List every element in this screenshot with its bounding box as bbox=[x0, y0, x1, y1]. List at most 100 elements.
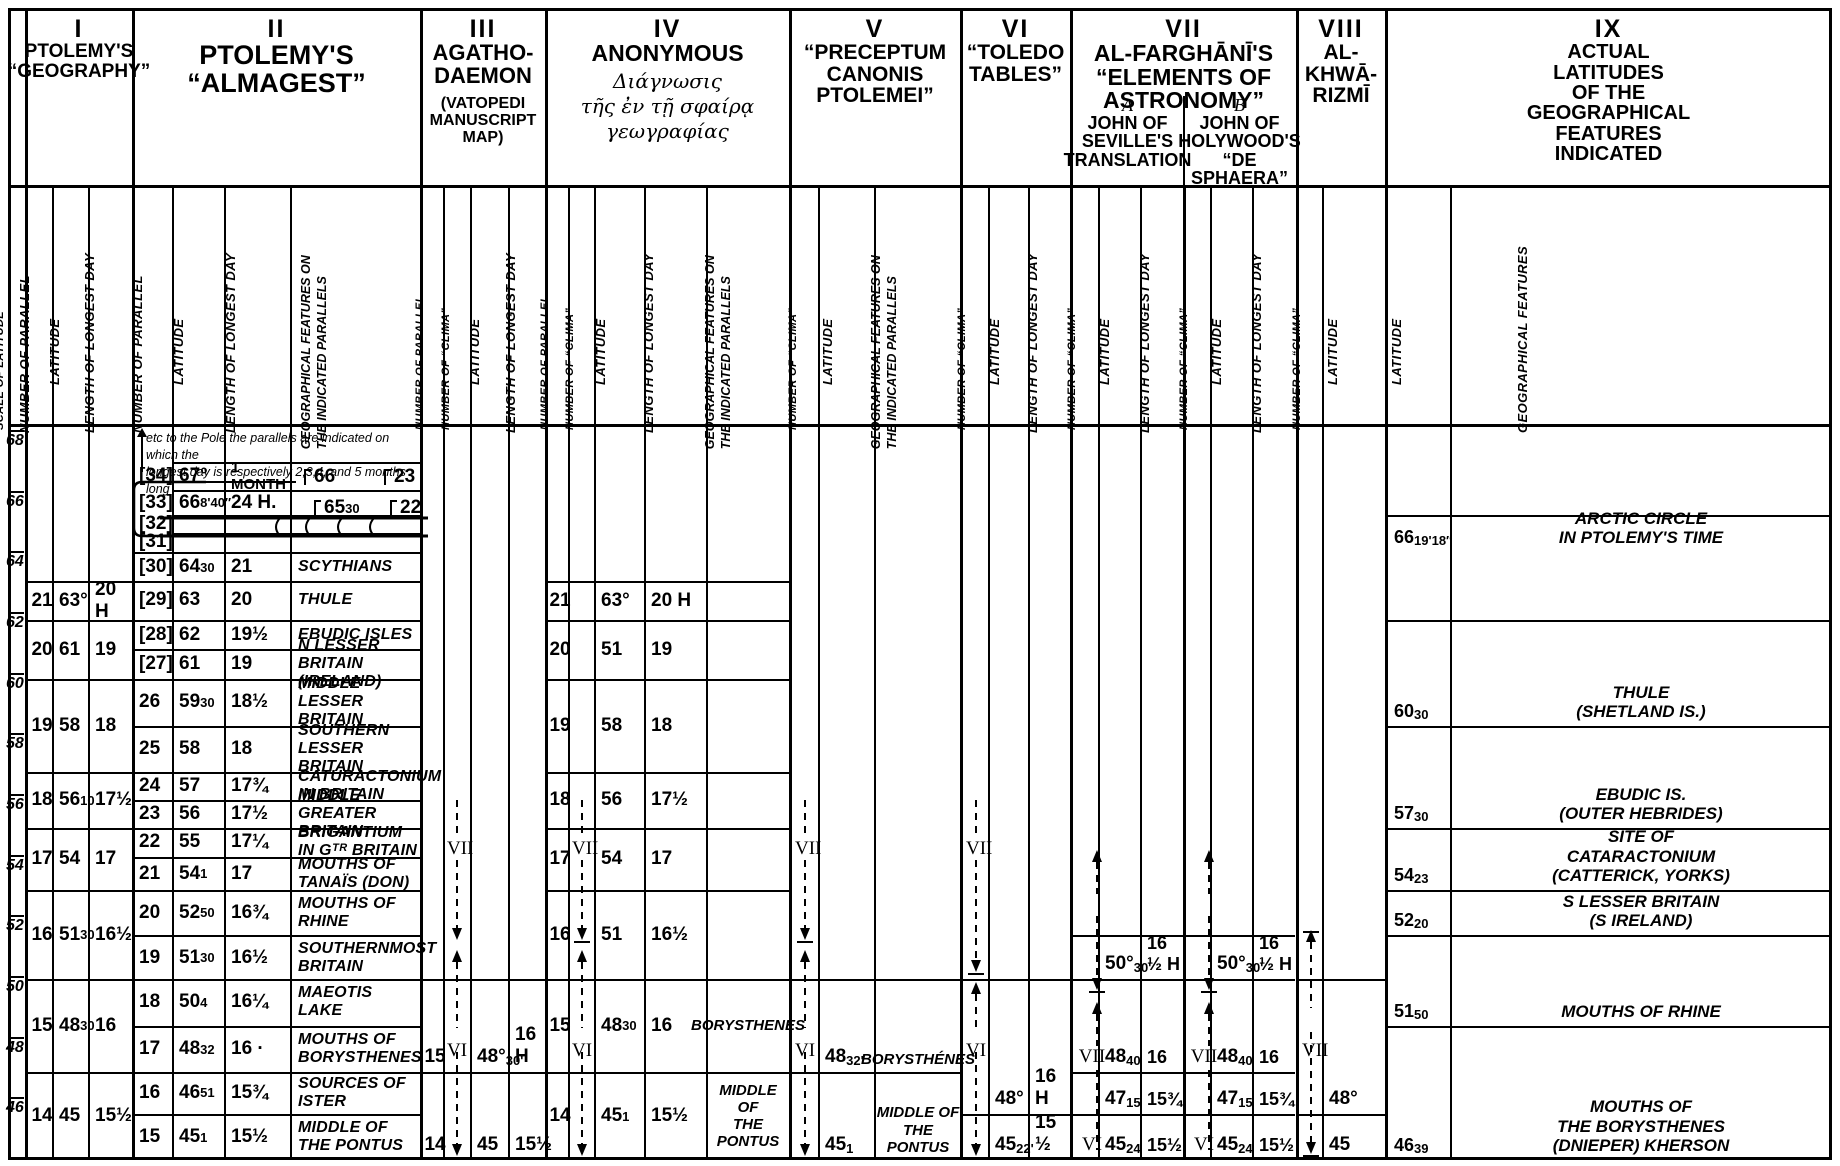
col2-latitude: 64 30 bbox=[179, 556, 215, 577]
col2-latitude: 63 bbox=[179, 589, 201, 610]
col1-latitude: 51 30 bbox=[59, 923, 95, 945]
col9-latitude: 46 39 bbox=[1394, 1135, 1429, 1156]
col7b-row-rule bbox=[1184, 979, 1295, 981]
subheader-c7a-latitude: LATITUDE bbox=[1097, 318, 1112, 385]
scale-label-68: 68 bbox=[6, 432, 24, 449]
sub-letter-B: B bbox=[1234, 95, 1245, 115]
col9-geographical-feature: MOUTHS OF RHINE bbox=[1561, 1002, 1721, 1022]
col5-geographical-feature: MIDDLE OF THE PONTUS bbox=[876, 1104, 960, 1156]
scale-label-66: 66 bbox=[6, 493, 24, 510]
col4-geographical-feature: MIDDLE OF THE PONTUS bbox=[716, 1081, 780, 1151]
col2-length-of-longest-day: 17¾ bbox=[231, 775, 268, 796]
col4-latitude: 48 30 bbox=[601, 1014, 637, 1036]
col2-latitude: 55 bbox=[179, 831, 201, 852]
col4-number-of-parallel: 19 bbox=[549, 714, 571, 736]
col4-row-rule bbox=[547, 828, 789, 830]
col5-clima-VII: VII bbox=[795, 838, 822, 859]
col7b-latitude: 47 15 bbox=[1217, 1088, 1253, 1110]
col2-number-of-parallel: 16 bbox=[139, 1081, 161, 1103]
rule-c7b-b bbox=[1252, 185, 1254, 1160]
col1-number-of-parallel: 21 bbox=[31, 589, 53, 611]
col2-latitude: 66 8'40″ bbox=[179, 491, 232, 513]
group-header-VI: VI “TOLEDO TABLES” bbox=[962, 10, 1069, 184]
subheader-c4-number-of-clima: NUMBER OF “CLIMA” bbox=[564, 307, 576, 430]
col1-number-of-parallel: 14 bbox=[31, 1105, 53, 1126]
col8-clima-arrow-icon bbox=[1303, 930, 1319, 1157]
col7a-latitude: 48 40 bbox=[1105, 1046, 1141, 1068]
rule-c6-b bbox=[1028, 185, 1030, 1160]
col1-number-of-parallel: 15 bbox=[31, 1014, 53, 1036]
divider-col7-col8 bbox=[1296, 8, 1299, 1160]
rule-c7b-a bbox=[1210, 185, 1212, 1160]
subheader-c1-length-of-longest-day: LENGTH OF LONGEST DAY bbox=[82, 252, 97, 433]
col9-row-rule bbox=[1387, 1026, 1830, 1028]
col1-row-rule bbox=[27, 581, 132, 583]
col2-row-rule bbox=[172, 462, 420, 464]
col2-number-of-parallel: 19 bbox=[139, 946, 161, 968]
col5-row-rule bbox=[791, 979, 960, 981]
col8-latitude: 48° bbox=[1329, 1088, 1358, 1109]
sub-letter-A: A bbox=[1122, 95, 1133, 115]
col9-row-rule bbox=[1387, 620, 1830, 622]
col4-latitude: 51 bbox=[601, 923, 623, 945]
col6-clima-VII: VII bbox=[966, 838, 993, 859]
col3-clima-VII: VII bbox=[447, 838, 474, 859]
col9-row-rule bbox=[1387, 726, 1830, 728]
col9-row-rule bbox=[1387, 890, 1830, 892]
group-title-I: PTOLEMY'S “GEOGRAPHY” bbox=[7, 41, 151, 82]
col7a-row-rule bbox=[1072, 1114, 1183, 1116]
col7a-row-rule bbox=[1072, 979, 1183, 981]
divider-col3-col4 bbox=[545, 8, 548, 1160]
subheader-c4-latitude: LATITUDE bbox=[593, 318, 608, 385]
col2-row-rule bbox=[134, 581, 420, 583]
subheader-c8-number-of-clima: NUMBER OF “CLIMA” bbox=[1291, 307, 1303, 430]
scale-tick bbox=[10, 794, 24, 796]
roman-numeral-V: V bbox=[865, 15, 885, 43]
rule-c4-c bbox=[644, 185, 646, 1160]
col2-number-of-parallel: 22 bbox=[139, 831, 161, 852]
col2-row-rule bbox=[134, 552, 420, 554]
rule-c3-c bbox=[508, 185, 510, 1160]
subheader-c2-latitude: LATITUDE bbox=[171, 318, 186, 385]
group-title-V: “PRECEPTUM CANONIS PTOLEMEI” bbox=[803, 41, 947, 108]
col9-geographical-feature: ARCTIC CIRCLE IN PTOLEMY'S TIME bbox=[1558, 508, 1724, 548]
subheader-c7a-number-of-clima: NUMBER OF “CLIMA” bbox=[1066, 307, 1078, 430]
col4-latitude: 63° bbox=[601, 589, 630, 611]
col1-row-rule bbox=[27, 1072, 132, 1074]
col3-number-of-parallel: 14 bbox=[424, 1134, 446, 1155]
col4-number-of-parallel: 15 bbox=[549, 1014, 571, 1036]
col2-length-of-longest-day: 19 bbox=[231, 653, 253, 674]
col2-row-rule bbox=[134, 890, 420, 892]
col7b-latitude: 45 24 bbox=[1217, 1134, 1253, 1156]
col4-number-of-parallel: 14 bbox=[549, 1105, 571, 1126]
bracket-linkage-icon bbox=[132, 480, 296, 538]
col2-number-of-parallel: 23 bbox=[139, 803, 161, 824]
note-up-arrow-icon bbox=[137, 428, 147, 472]
scale-tick bbox=[10, 551, 24, 553]
subheader-c4-geographical-features: GEOGRAPHICAL FEATURES ON THE INDICATED P… bbox=[702, 255, 733, 450]
col4-length-of-longest-day: 20 H bbox=[651, 589, 692, 611]
col3-clima-VI: VI bbox=[447, 1040, 468, 1061]
rule-c3-a bbox=[443, 185, 445, 1160]
col9-row-rule bbox=[1387, 828, 1830, 830]
scale-tick bbox=[10, 855, 24, 857]
col2-length-of-longest-day: 17½ bbox=[231, 803, 268, 824]
group-header-II: II PTOLEMY'S “ALMAGEST” bbox=[134, 10, 419, 184]
group-header-V: V “PRECEPTUM CANONIS PTOLEMEI” bbox=[791, 10, 959, 184]
col1-row-rule bbox=[27, 679, 132, 681]
rule-c7a-a bbox=[1098, 185, 1100, 1160]
col7b-row-rule bbox=[1184, 1072, 1295, 1074]
col4-row-rule bbox=[547, 772, 789, 774]
col6-latitude: 48° bbox=[995, 1088, 1024, 1109]
col2-row-rule bbox=[172, 533, 420, 535]
col2-length-of-longest-day: 17¼ bbox=[231, 831, 268, 852]
col4-number-of-parallel: 17 bbox=[549, 848, 571, 869]
col9-latitude: 60 30 bbox=[1394, 701, 1429, 722]
rule-c6-a bbox=[988, 185, 990, 1160]
col1-length-of-longest-day: 20 H bbox=[95, 578, 117, 622]
col2-number-of-parallel: 25 bbox=[139, 738, 161, 759]
col2-row-rule bbox=[134, 935, 420, 937]
col2-length-of-longest-day: 24 H. bbox=[231, 491, 277, 513]
rule-c5-b bbox=[874, 185, 876, 1160]
header-body-separator bbox=[8, 185, 1832, 188]
